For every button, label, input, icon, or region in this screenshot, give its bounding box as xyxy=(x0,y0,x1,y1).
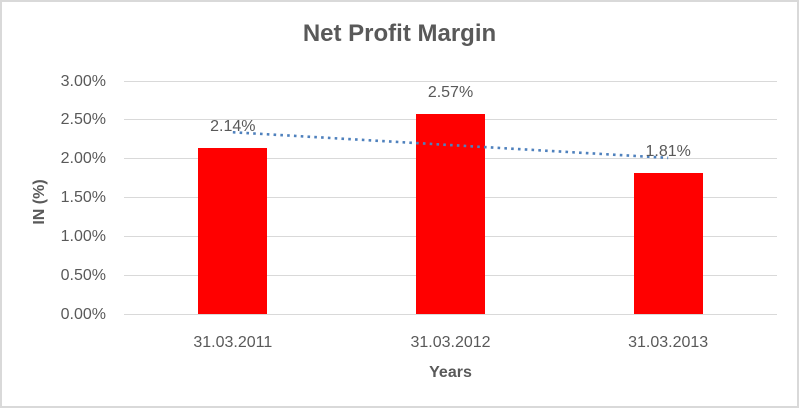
y-tick-label: 3.00% xyxy=(60,72,106,90)
y-tick-label: 2.50% xyxy=(60,111,106,129)
y-tick-label: 1.00% xyxy=(60,227,106,245)
bar xyxy=(416,114,485,314)
trendline xyxy=(232,130,669,160)
x-tick-label: 31.03.2012 xyxy=(410,334,491,351)
gridline xyxy=(124,80,777,82)
x-tick-label: 31.03.2013 xyxy=(628,334,709,351)
gridline xyxy=(124,313,777,315)
y-tick-label: 1.50% xyxy=(60,189,106,206)
y-tick-label: 0.50% xyxy=(60,266,106,284)
y-tick-label: 0.00% xyxy=(60,305,106,323)
bar xyxy=(633,173,703,314)
x-tick-label: 31.03.2011 xyxy=(193,334,273,351)
data-label: 1.81% xyxy=(645,143,691,161)
x-axis-title: Years xyxy=(429,364,472,381)
chart-title: Net Profit Margin xyxy=(302,20,497,47)
y-tick-label: 2.00% xyxy=(60,150,106,168)
data-label: 2.57% xyxy=(427,84,474,102)
data-label: 2.14% xyxy=(210,117,256,135)
plot-area xyxy=(124,80,777,315)
bar xyxy=(198,147,268,314)
